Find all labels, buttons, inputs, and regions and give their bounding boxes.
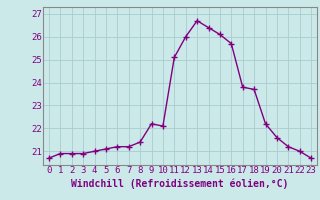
X-axis label: Windchill (Refroidissement éolien,°C): Windchill (Refroidissement éolien,°C) — [71, 178, 289, 189]
